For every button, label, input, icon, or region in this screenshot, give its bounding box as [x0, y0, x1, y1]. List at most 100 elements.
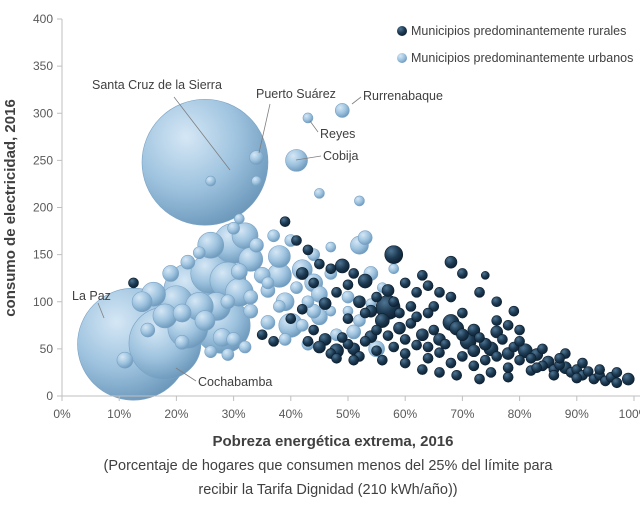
- bubble-rural: [502, 320, 514, 331]
- bubble-urban: [261, 276, 275, 290]
- bubble-rural: [480, 271, 490, 280]
- bubble-rural: [491, 296, 503, 308]
- bubble-rural: [384, 245, 404, 264]
- bubble-rural: [422, 341, 434, 353]
- legend-label-rural: Municipios predominantemente rurales: [411, 24, 626, 38]
- bubble-urban: [278, 333, 292, 346]
- bubble-rural: [256, 329, 268, 341]
- bubble-rural: [353, 295, 366, 309]
- bubble-rural: [342, 279, 354, 291]
- bubble-rural: [342, 313, 354, 325]
- bubble-urban: [180, 254, 196, 270]
- bubble-urban: [226, 332, 241, 347]
- bubble-rural: [302, 244, 314, 256]
- x-axis-title: Pobreza energética extrema, 2016: [213, 433, 454, 450]
- bubble-rural: [428, 324, 440, 336]
- y-tick-label: 300: [33, 106, 53, 120]
- x-tick-label: 80%: [508, 407, 532, 421]
- bubble-rural: [514, 354, 525, 366]
- bubble-rural: [411, 287, 422, 298]
- annotation-label: La Paz: [72, 289, 111, 303]
- bubble-rural: [537, 343, 548, 355]
- bubble-rural: [334, 258, 350, 274]
- annotation-leader: [175, 367, 197, 382]
- x-tick-label: 60%: [393, 407, 417, 421]
- bubble-rural: [457, 307, 468, 319]
- bubble-rural: [451, 369, 462, 381]
- bubble-urban: [231, 263, 248, 280]
- bubble-rural: [128, 277, 139, 289]
- bubble-rural: [359, 336, 371, 347]
- bubble-urban: [220, 294, 236, 310]
- bubble-urban: [140, 322, 156, 338]
- bubble-rural: [285, 313, 297, 325]
- y-axis-ticks: 0 50 100 150 200 250 300 350 400: [33, 12, 62, 403]
- bubble-rural: [394, 307, 405, 319]
- bubble-rural: [279, 216, 291, 227]
- bubble-rural: [514, 336, 525, 347]
- annotation-label: Cochabamba: [198, 375, 272, 389]
- annotation-label: Reyes: [320, 127, 355, 141]
- bubble-rural: [548, 369, 560, 381]
- bubble-urban: [221, 348, 235, 361]
- bubble-rural: [371, 291, 382, 303]
- bubble-rural: [302, 336, 314, 347]
- bubble-rural: [479, 354, 491, 366]
- bubble-rural: [359, 307, 371, 319]
- bubble-urban: [238, 340, 252, 354]
- bubble-rural: [399, 334, 411, 345]
- bubble-rural: [371, 345, 382, 357]
- bubble-rural: [381, 284, 395, 297]
- bubble-rural: [445, 357, 457, 369]
- y-tick-label: 100: [33, 295, 53, 309]
- bubble-rural: [417, 270, 428, 281]
- bubble-urban: [243, 289, 259, 305]
- annotation-label: Puerto Suárez: [256, 87, 336, 101]
- bubble-urban: [116, 351, 134, 369]
- bubble-rural: [393, 321, 406, 335]
- bubble-rural: [348, 268, 360, 279]
- bubble-rural: [467, 344, 481, 358]
- bubble-rural: [268, 336, 279, 347]
- bubble-urban: [325, 241, 337, 253]
- bubble-urban: [354, 195, 365, 207]
- bubble-rural: [554, 352, 565, 364]
- bubble-rural: [371, 324, 382, 336]
- bubble-urban: [302, 112, 314, 124]
- x-tick-label: 10%: [107, 407, 131, 421]
- bubble-rural: [502, 371, 514, 383]
- bubble-urban: [205, 175, 217, 187]
- bubble-rural: [434, 287, 445, 298]
- annotation-leader: [295, 155, 322, 161]
- annotation-leader: [309, 120, 319, 133]
- bubble-rural: [514, 324, 525, 336]
- x-tick-label: 50%: [336, 407, 360, 421]
- bubble-urban: [251, 175, 262, 187]
- y-tick-label: 0: [46, 389, 53, 403]
- bubble-rural: [571, 372, 583, 384]
- y-tick-label: 350: [33, 59, 53, 73]
- legend: Municipios predominantemente rurales Mun…: [397, 24, 633, 65]
- annotation-leader: [173, 96, 231, 171]
- bubble-urban: [268, 245, 291, 268]
- bubble-urban: [290, 281, 303, 294]
- x-tick-label: 100%: [619, 407, 640, 421]
- bubble-rural: [445, 291, 457, 303]
- x-axis-note-line-2: recibir la Tarifa Dignidad (210 kWh/año)…: [198, 482, 457, 498]
- annotation-leader: [97, 302, 105, 319]
- bubble-rural: [457, 268, 468, 279]
- bubble-rural: [582, 366, 594, 377]
- bubble-rural: [388, 296, 400, 308]
- y-tick-label: 50: [40, 342, 54, 356]
- legend-label-urban: Municipios predominantemente urbanos: [411, 51, 633, 65]
- bubble-urban: [249, 237, 264, 253]
- bubble-urban: [260, 315, 276, 330]
- bubble-rural: [318, 297, 332, 310]
- x-tick-label: 0%: [53, 407, 71, 421]
- annotation-leader: [351, 96, 362, 105]
- bubble-rural: [525, 352, 537, 364]
- legend-marker-urban: [397, 53, 407, 63]
- bubble-rural: [611, 377, 623, 389]
- bubble-rural: [577, 357, 588, 369]
